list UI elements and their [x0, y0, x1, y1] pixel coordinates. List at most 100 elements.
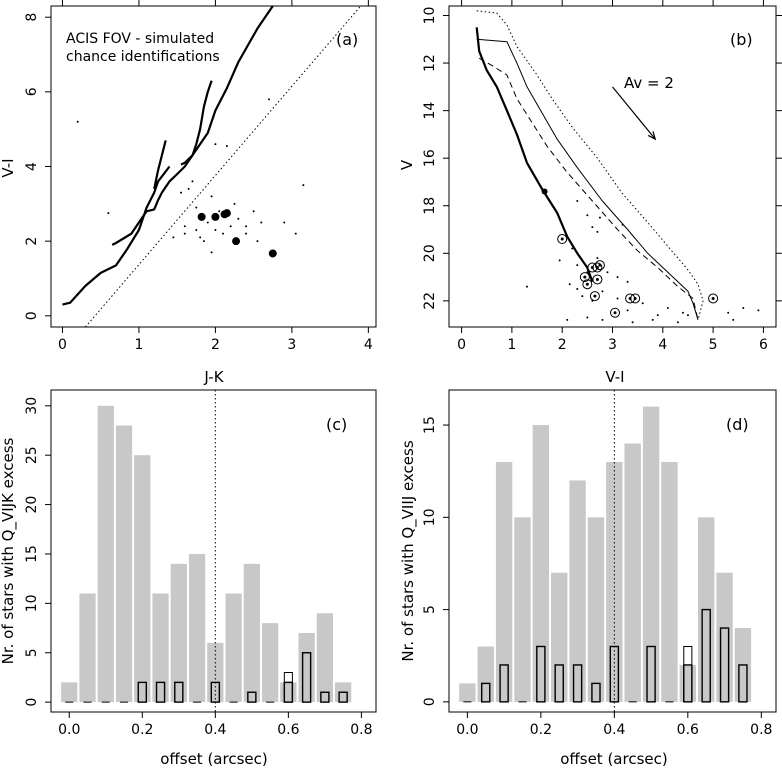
panel-a-x-tick-label: 0 — [58, 337, 67, 353]
panel-a-ylabel: V-I — [0, 158, 17, 177]
panel-a-small-point — [206, 221, 209, 224]
panel-b-y-tick-label: 16 — [422, 149, 438, 167]
panel-a-small-point — [199, 236, 202, 239]
panel-a-y-tick-label: 6 — [24, 87, 40, 96]
panel-b-circled-point-ring — [594, 260, 605, 271]
panel-b-small-point — [596, 230, 599, 233]
panel-a-small-point — [245, 232, 247, 235]
panel-a-label: (a) — [336, 30, 358, 49]
panel-c-y-tick-label: 15 — [24, 545, 40, 563]
panel-c-outline-bar — [338, 691, 348, 703]
panel-b-small-point — [676, 321, 679, 324]
panel-c-x-tick-label: 0.2 — [131, 722, 153, 738]
panel-d-outline-bar — [646, 645, 656, 703]
panel-c-offset-histogram-vijk: (c) offset (arcsec) Nr. of stars with Q_… — [0, 389, 377, 768]
panel-a-small-point — [222, 232, 225, 235]
panel-b-x-tick-label: 4 — [658, 337, 667, 353]
panel-a-small-point — [183, 225, 186, 228]
panel-c-grey-bar — [188, 553, 206, 703]
panel-c-y-tick-label: 20 — [24, 496, 40, 514]
panel-a-small-point — [195, 228, 198, 231]
panel-d-grey-bar — [551, 572, 568, 702]
panel-b-small-point — [586, 316, 589, 319]
panel-c-x-tick-label: 0.4 — [204, 722, 226, 738]
panel-c-y-tick-label: 0 — [24, 698, 40, 707]
panel-a-small-point — [237, 217, 240, 220]
panel-b-small-point — [621, 223, 624, 226]
panel-c-x-tick-label: 0.6 — [277, 722, 299, 738]
panel-d-plot-frame — [448, 389, 777, 713]
panel-a-x-tick-label: 4 — [364, 337, 373, 353]
panel-a-track-4 — [180, 80, 213, 166]
panel-c-plot-frame — [50, 389, 377, 713]
panel-a-x-tick-label: 2 — [211, 337, 220, 353]
panel-a-small-point — [260, 221, 263, 224]
panel-d-outline-bar — [499, 664, 509, 703]
panel-a-small-point — [210, 251, 213, 254]
panel-b-small-point — [558, 259, 561, 262]
panel-a-small-point — [187, 187, 190, 190]
panel-d-outline-bar — [554, 664, 564, 703]
panel-a-xlabel: J-K — [203, 368, 224, 386]
panel-b-circled-point-ring — [610, 307, 621, 318]
panel-a-large-point — [222, 209, 231, 218]
panel-b-reddening-arrowhead — [647, 131, 657, 141]
panel-d-grey-bar — [624, 443, 641, 702]
panel-a-small-point — [172, 236, 175, 239]
panel-a-y-tick-label: 4 — [24, 162, 40, 171]
panel-d-grey-bar — [532, 425, 550, 702]
panel-b-circled-point-ring — [589, 291, 600, 302]
panel-a-small-point — [267, 98, 270, 101]
panel-b-small-point — [566, 318, 569, 321]
panel-b-small-point — [568, 283, 571, 286]
panel-d-y-tick-label: 0 — [422, 697, 438, 706]
panel-b-small-point — [626, 309, 629, 312]
panel-d-grey-bar — [514, 517, 531, 702]
panel-a-y-tick-label: 2 — [24, 237, 40, 246]
panel-d-outline-bar — [591, 682, 601, 703]
panel-a-small-point — [283, 221, 286, 224]
panel-a-y-tick-label: 8 — [24, 13, 40, 22]
panel-b-circled-point-dot — [583, 275, 587, 279]
panel-c-y-tick-label: 25 — [24, 446, 40, 464]
panel-b-circled-point-dot — [560, 237, 564, 241]
panel-c-grey-bar — [243, 563, 260, 703]
panel-a-track-1 — [62, 165, 171, 306]
panel-d-grey-bar — [642, 406, 660, 702]
panel-b-isochrone-2 — [476, 38, 699, 321]
panel-b-small-point — [576, 199, 579, 202]
panel-c-grey-bar — [152, 593, 169, 703]
panel-b-small-point — [757, 309, 760, 312]
panel-b-circled-point-ring — [579, 272, 590, 283]
panel-b-small-point — [596, 257, 599, 260]
panel-d-grey-bar — [569, 480, 586, 702]
panel-d-x-tick-label: 0.2 — [530, 722, 552, 738]
panel-b-plot-frame — [448, 5, 777, 328]
panel-d-grey-bar — [679, 664, 697, 702]
panel-d-grey-bar — [606, 461, 623, 702]
panel-d-outline-bar — [481, 682, 491, 703]
panel-a-small-point — [225, 144, 228, 147]
panel-b-small-point — [641, 302, 644, 305]
panel-a-large-point — [268, 249, 277, 258]
panel-c-grey-bar — [316, 613, 334, 703]
panel-a-small-point — [245, 225, 247, 228]
panel-b-small-point — [586, 214, 589, 217]
panel-c-grey-bar — [134, 455, 151, 703]
panel-b-circled-point-dot — [633, 296, 637, 300]
panel-c-grey-bar — [261, 623, 279, 703]
panel-c-outline-bar — [155, 681, 166, 703]
panel-c-x-tick-label: 0.8 — [350, 722, 372, 738]
panel-b-circled-point-ring — [708, 293, 719, 304]
panel-d-grey-bar — [716, 572, 733, 702]
panel-a-x-tick-label: 1 — [134, 337, 143, 353]
panel-d-xlabel: offset (arcsec) — [560, 750, 667, 768]
panel-c-outline-bar — [301, 652, 312, 703]
panel-c-label: (c) — [326, 415, 347, 434]
panel-c-grey-bar — [280, 682, 297, 703]
panel-d-grey-bar — [661, 461, 678, 702]
panel-c-outline-bar — [174, 681, 184, 703]
panel-a-track-2 — [111, 5, 274, 246]
panel-a-track-3 — [153, 140, 167, 190]
